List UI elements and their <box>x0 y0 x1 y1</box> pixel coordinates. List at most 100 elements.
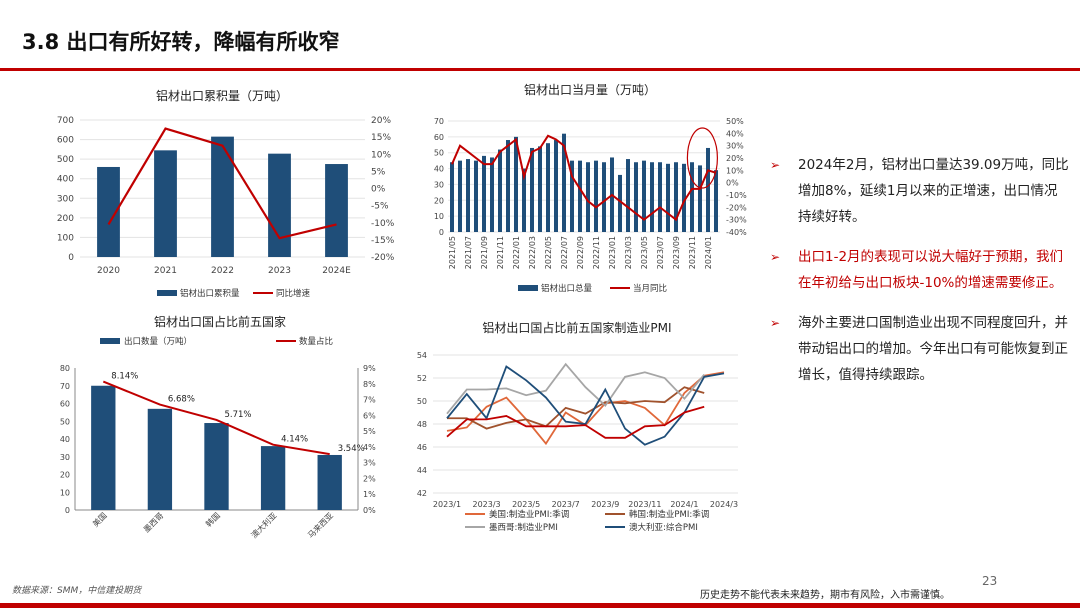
legend-label: 同比增速 <box>276 288 311 299</box>
chart-svg: 铝材出口当月量（万吨） 0 10 20 30 40 50 60 70 -40% -30% -20% -1… <box>434 82 747 294</box>
y2-tick-label: 9% <box>363 364 376 373</box>
y2-tick-label: 3% <box>363 459 376 468</box>
bar <box>260 446 286 510</box>
bar <box>578 160 582 232</box>
bar <box>570 160 574 232</box>
legend-label: 墨西哥:制造业PMI <box>489 522 558 533</box>
summary-bullets: ➢ 2024年2月，铝材出口量达39.09万吨，同比增加8%，延续1月以来的正增… <box>770 152 1070 402</box>
bar <box>522 168 526 232</box>
y-tick-label: 54 <box>417 351 427 360</box>
x-tick-label: 2023 <box>268 266 291 276</box>
x-tick-label: 2022/07 <box>560 236 569 269</box>
y2-tick-label: 20% <box>726 154 744 163</box>
bar <box>147 408 173 510</box>
title-divider <box>0 68 1080 71</box>
y-tick-label: 0 <box>439 228 444 237</box>
series-line-yoy <box>451 134 717 222</box>
y2-tick-label: -5% <box>371 202 389 212</box>
legend-label: 澳大利亚:综合PMI <box>629 522 698 533</box>
bar <box>626 159 630 232</box>
x-tick-label: 美国 <box>90 510 108 528</box>
bar <box>682 163 686 232</box>
bar <box>602 162 606 232</box>
x-tick-label: 2023/5 <box>512 500 540 509</box>
bar <box>91 385 116 510</box>
bar <box>690 162 694 232</box>
y2-tick-label: 6% <box>363 411 376 420</box>
bar <box>554 140 558 232</box>
chart-title: 铝材出口当月量（万吨） <box>524 82 656 97</box>
y-tick-label: 0 <box>65 506 70 515</box>
bar <box>618 174 622 232</box>
y-tick-label: 70 <box>434 117 444 126</box>
x-tick-label: 2022/01 <box>512 236 521 269</box>
chart-pmi: 铝材出口国占比前五国家制造业PMI 42 44 46 48 50 52 54 2023/1 202… <box>405 312 750 570</box>
y-tick-label: 50 <box>60 417 70 426</box>
data-label: 8.14% <box>111 372 138 382</box>
bar <box>666 163 670 232</box>
bullet-text: 出口1-2月的表现可以说大幅好于预期，我们在年初给与出口板块-10%的增速需要修… <box>798 249 1064 291</box>
legend-swatch <box>157 290 177 296</box>
bottom-divider <box>0 603 1080 608</box>
y-tick-label: 20 <box>434 196 444 205</box>
x-tick-label: 2024/3 <box>710 500 738 509</box>
y2-tick-label: -20% <box>371 253 395 263</box>
y2-tick-label: 5% <box>371 167 386 177</box>
page-number: 23 <box>982 574 998 588</box>
y-tick-label: 200 <box>57 214 74 224</box>
y-tick-label: 40 <box>60 435 70 444</box>
x-tick-label: 墨西哥 <box>142 511 165 534</box>
legend-label: 当月同比 <box>633 283 667 294</box>
bar <box>211 136 234 257</box>
bar <box>530 147 534 232</box>
x-tick-label: 2024/01 <box>704 236 713 269</box>
data-label: 5.71% <box>225 410 252 420</box>
bar <box>594 160 598 232</box>
x-tick-label: 马来西亚 <box>306 511 335 540</box>
x-tick-label: 2024/1 <box>670 500 698 509</box>
bullet-2: ➢ 出口1-2月的表现可以说大幅好于预期，我们在年初给与出口板块-10%的增速需… <box>770 244 1070 296</box>
bar <box>482 155 486 232</box>
x-tick-label: 2022/11 <box>592 236 601 269</box>
bar <box>658 162 662 232</box>
y-tick-label: 700 <box>57 116 74 126</box>
y-tick-label: 20 <box>60 471 70 480</box>
series-line-yoy <box>107 127 337 240</box>
y-tick-label: 50 <box>434 149 444 158</box>
bar <box>562 133 566 232</box>
y2-tick-label: 0% <box>371 185 386 195</box>
bar <box>546 143 550 232</box>
chart-monthly-export: 铝材出口当月量（万吨） 0 10 20 30 40 50 60 70 -40% -30% -20% -1… <box>420 76 765 306</box>
y-tick-label: 80 <box>60 364 70 373</box>
bar <box>706 147 710 232</box>
series-line-0 <box>446 371 725 446</box>
highlight-ellipse <box>686 127 718 189</box>
bar <box>714 170 718 232</box>
bullet-1: ➢ 2024年2月，铝材出口量达39.09万吨，同比增加8%，延续1月以来的正增… <box>770 152 1070 230</box>
x-tick-label: 2023/05 <box>640 236 649 269</box>
bar <box>204 423 229 510</box>
y-tick-label: 30 <box>60 453 70 462</box>
chart-top5-countries: 铝材出口国占比前五国家 出口数量（万吨） 数量占比 0 10 20 30 40 50 60 70 80… <box>40 310 400 565</box>
y2-tick-label: 40% <box>726 129 744 138</box>
x-tick-label: 2022/03 <box>528 236 537 269</box>
y-tick-label: 600 <box>57 136 74 146</box>
bar <box>514 136 518 232</box>
data-label: 6.68% <box>168 395 195 405</box>
y2-tick-label: -15% <box>371 236 395 246</box>
y2-tick-label: -10% <box>726 191 747 200</box>
x-tick-label: 2023/01 <box>608 236 617 269</box>
page-title: 3.8 出口有所好转，降幅有所收窄 <box>22 30 340 54</box>
series-line-2 <box>446 362 705 415</box>
y-tick-label: 42 <box>417 489 427 498</box>
arrow-bullet-icon: ➢ <box>770 158 781 172</box>
chart-svg: 铝材出口国占比前五国家制造业PMI 42 44 46 48 50 52 54 2023/1 202… <box>417 320 738 533</box>
chart-title: 铝材出口累积量（万吨） <box>156 88 288 103</box>
y2-tick-label: 10% <box>726 166 744 175</box>
y2-tick-label: 7% <box>363 396 376 405</box>
y2-tick-label: 4% <box>363 443 376 452</box>
x-tick-label: 2023/03 <box>624 236 633 269</box>
y2-tick-label: -20% <box>726 203 747 212</box>
chart-cumulative-export: 铝材出口累积量（万吨） 0 100 200 300 400 500 600 700 -20% -15… <box>40 80 420 305</box>
